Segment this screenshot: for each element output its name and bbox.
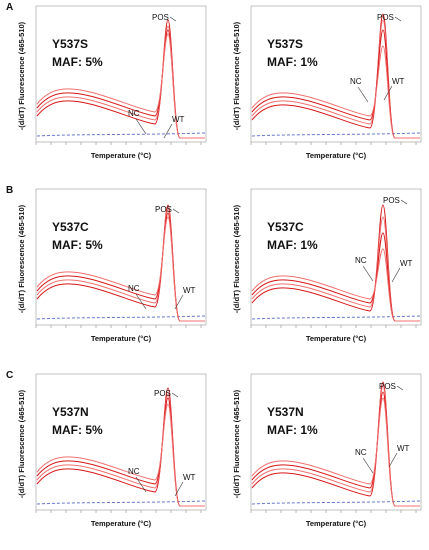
nc-annotation: NC: [355, 256, 367, 265]
arrow: [135, 476, 147, 493]
baseline-curve: [36, 315, 206, 320]
maf-label: MAF: 5%: [52, 55, 103, 69]
y-axis-label: -(d/dT) Fluorescence (465-510): [17, 21, 26, 130]
maf-label: MAF: 1%: [267, 423, 318, 437]
nc-annotation: NC: [128, 284, 140, 293]
arrow: [383, 85, 393, 101]
nc-annotation: NC: [355, 448, 367, 457]
y-axis-label: -(d/dT) Fluorescence (465-510): [232, 204, 241, 313]
wt-annotation: WT: [183, 286, 196, 295]
maf-label: MAF: 5%: [52, 423, 103, 437]
plot-frame: [250, 373, 422, 511]
arrow: [388, 452, 398, 468]
x-axis-label: Temperature (°C): [306, 151, 367, 160]
arrow: [357, 86, 369, 103]
wt-annotation: WT: [392, 77, 405, 86]
mutation-label: Y537C: [52, 220, 89, 234]
wt-annotation: WT: [172, 115, 185, 124]
arrow: [163, 123, 173, 139]
panel: Y537S MAF: 1% POS NC WT Temperature (°C) -(d/d…: [232, 5, 422, 160]
x-axis-label: Temperature (°C): [306, 334, 367, 343]
panel: Y537N MAF: 1% POS NC WT Temperature (°C) -(d/d…: [232, 373, 422, 528]
maf-label: MAF: 5%: [52, 238, 103, 252]
nc-annotation: NC: [350, 77, 362, 86]
melt-curve: [251, 397, 420, 507]
arrow: [362, 265, 374, 282]
nc-annotation: NC: [128, 109, 140, 118]
pos-annotation: POS: [154, 389, 171, 398]
melt-curve: [251, 381, 420, 507]
panel-letter: B: [6, 185, 13, 196]
arrow: [172, 208, 180, 214]
arrow: [135, 293, 147, 310]
x-axis-label: Temperature (°C): [91, 519, 152, 528]
panel: Y537S MAF: 5% POS NC WT Temperature (°C) -(d/d…: [17, 5, 207, 160]
plot-frame: [35, 5, 207, 143]
arrow: [171, 392, 179, 398]
baseline-curve: [251, 132, 421, 137]
panel: Y537N MAF: 5% POS NC WT Temperature (°C) -(d/d…: [17, 373, 207, 528]
melt-curve: [251, 216, 420, 322]
plot-frame: [35, 373, 207, 511]
melt-curve: [36, 33, 205, 139]
plot-frame: [250, 5, 422, 143]
baseline-curve: [36, 500, 206, 505]
melt-curve: [251, 45, 420, 139]
maf-label: MAF: 1%: [267, 238, 318, 252]
x-axis-label: Temperature (°C): [91, 334, 152, 343]
mutation-label: Y537N: [52, 405, 89, 419]
wt-annotation: WT: [183, 473, 196, 482]
plot-frame: [35, 188, 207, 326]
wt-annotation: WT: [397, 444, 410, 453]
arrow: [391, 267, 401, 283]
arrow: [174, 481, 184, 497]
melt-curve: [251, 385, 420, 507]
pos-annotation: POS: [155, 205, 172, 214]
melt-curve: [251, 29, 420, 139]
panel: Y537C MAF: 5% POS NC WT Temperature (°C) -(d/d…: [17, 188, 207, 343]
melt-curve: [251, 13, 420, 139]
y-axis-label: -(d/dT) Fluorescence (465-510): [17, 389, 26, 498]
panel: Y537C MAF: 1% POS NC WT Temperature (°C) -(d/d…: [232, 188, 422, 343]
baseline-curve: [251, 315, 421, 320]
melt-curve: [251, 248, 420, 322]
melt-curve: [36, 216, 205, 322]
x-axis-label: Temperature (°C): [306, 519, 367, 528]
plot-frame: [250, 188, 422, 326]
baseline-curve: [36, 132, 206, 137]
panel-letter: C: [6, 370, 13, 381]
x-axis-label: Temperature (°C): [91, 151, 152, 160]
arrow: [169, 16, 177, 22]
panel-letter: A: [6, 2, 13, 13]
y-axis-label: -(d/dT) Fluorescence (465-510): [232, 389, 241, 498]
y-axis-label: -(d/dT) Fluorescence (465-510): [17, 204, 26, 313]
nc-annotation: NC: [128, 467, 140, 476]
mutation-label: Y537N: [267, 405, 304, 419]
mutation-label: Y537S: [52, 37, 88, 51]
arrow: [174, 294, 184, 310]
melt-curve: [251, 232, 420, 322]
mutation-label: Y537S: [267, 37, 303, 51]
arrow: [400, 199, 408, 205]
arrow: [135, 118, 147, 135]
pos-annotation: POS: [379, 382, 396, 391]
pos-annotation: POS: [152, 13, 169, 22]
maf-label: MAF: 1%: [267, 55, 318, 69]
arrow: [394, 16, 402, 22]
baseline-curve: [251, 500, 421, 505]
pos-annotation: POS: [377, 13, 394, 22]
y-axis-label: -(d/dT) Fluorescence (465-510): [232, 21, 241, 130]
mutation-label: Y537C: [267, 220, 304, 234]
melt-curve: [36, 403, 205, 507]
arrow: [396, 385, 404, 391]
pos-annotation: POS: [383, 196, 400, 205]
wt-annotation: WT: [400, 259, 413, 268]
arrow: [362, 457, 374, 474]
